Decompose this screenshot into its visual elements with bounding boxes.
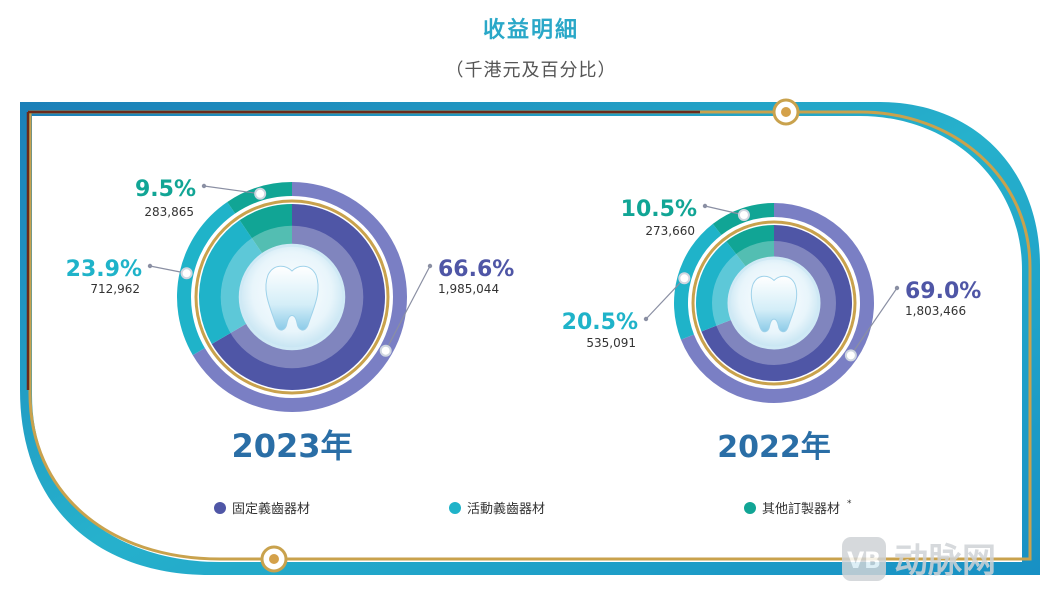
gold-ring-2022 bbox=[691, 220, 857, 386]
outer-ring-removable-2022 bbox=[674, 223, 722, 340]
slice-other-2022 bbox=[726, 225, 774, 267]
leader-end-fixed-2022 bbox=[894, 285, 900, 291]
legend-swatch-removable bbox=[449, 502, 461, 514]
percent-label-fixed-2023: 66.6% bbox=[438, 257, 514, 282]
tooth-icon-2022 bbox=[750, 275, 798, 333]
percent-label-removable-2023: 23.9% bbox=[66, 257, 142, 282]
leader-dot-removable-2023 bbox=[180, 267, 193, 280]
leader-line-other-2023 bbox=[203, 185, 261, 195]
leader-line-removable-2023 bbox=[149, 265, 187, 274]
decorative-frame bbox=[20, 98, 1040, 575]
donut-chart-2022: 69.0%1,803,466 20.5%535,091 10.5% 273,660 bbox=[562, 197, 981, 403]
percent-label-other-2022: 10.5% bbox=[621, 197, 697, 222]
leader-end-fixed-2023 bbox=[427, 263, 433, 269]
watermark-logo bbox=[842, 537, 886, 581]
year-label-2023: 2023年 bbox=[231, 427, 352, 465]
leader-end-other-2022 bbox=[702, 203, 708, 209]
frame-brown-line bbox=[26, 110, 700, 390]
legend-swatch-other bbox=[744, 502, 756, 514]
slice-removable-2023 bbox=[198, 220, 263, 344]
slice-fixed-2023 bbox=[211, 204, 385, 390]
legend-label-fixed: 固定義齒器材 bbox=[232, 501, 310, 517]
value-label-fixed-2023: 1,985,044 bbox=[438, 282, 499, 296]
percent-label-other-2023: 9.5% bbox=[135, 177, 196, 202]
leader-dot-other-2023 bbox=[254, 187, 267, 200]
leader-dot-other-2022 bbox=[737, 208, 750, 221]
legend-note-other: * bbox=[847, 499, 852, 509]
year-label-2022: 2022年 bbox=[717, 430, 831, 465]
legend-swatch-fixed bbox=[214, 502, 226, 514]
percent-label-fixed-2022: 69.0% bbox=[905, 279, 981, 304]
legend-item-other: 其他訂製器材 * bbox=[744, 499, 852, 517]
leader-line-removable-2022 bbox=[645, 277, 685, 320]
frame-ornament-top bbox=[772, 98, 800, 126]
legend-label-other: 其他訂製器材 bbox=[762, 501, 840, 517]
slice-other-2023 bbox=[239, 204, 292, 254]
slice-removable-2022 bbox=[696, 241, 746, 332]
leader-end-removable-2022 bbox=[643, 316, 649, 322]
value-label-removable-2023: 712,962 bbox=[90, 282, 140, 296]
leader-end-other-2023 bbox=[201, 183, 207, 189]
legend-label-removable: 活動義齒器材 bbox=[467, 501, 545, 517]
gold-ring-2023 bbox=[194, 199, 390, 395]
page-subtitle: （千港元及百分比） bbox=[445, 60, 617, 81]
watermark-text: 动脉网 bbox=[894, 541, 996, 581]
value-label-other-2023: 283,865 bbox=[144, 205, 194, 219]
watermark-logo-glyph: VB bbox=[847, 549, 881, 574]
leader-dot-removable-2022 bbox=[678, 272, 691, 285]
legend: 固定義齒器材 活動義齒器材 其他訂製器材 * bbox=[214, 499, 852, 517]
page-title: 收益明細 bbox=[482, 18, 579, 43]
frame-ornament-bottom bbox=[260, 545, 288, 573]
leader-dot-fixed-2022 bbox=[844, 349, 857, 362]
slice-fixed-2022 bbox=[701, 225, 852, 381]
value-label-fixed-2022: 1,803,466 bbox=[905, 304, 966, 318]
value-label-removable-2022: 535,091 bbox=[586, 336, 636, 350]
leader-line-fixed-2022 bbox=[850, 287, 898, 356]
value-label-other-2022: 273,660 bbox=[645, 224, 695, 238]
legend-item-removable: 活動義齒器材 bbox=[449, 501, 545, 517]
watermark: VB 动脉网 bbox=[842, 537, 996, 581]
leader-line-fixed-2023 bbox=[385, 265, 431, 351]
tooth-icon-2023 bbox=[265, 265, 319, 331]
leader-dot-fixed-2023 bbox=[379, 344, 392, 357]
outer-ring-removable-2023 bbox=[177, 201, 236, 356]
leader-end-removable-2023 bbox=[147, 263, 153, 269]
percent-label-removable-2022: 20.5% bbox=[562, 310, 638, 335]
legend-item-fixed: 固定義齒器材 bbox=[214, 501, 310, 517]
frame-gold-line bbox=[28, 110, 1032, 561]
donut-chart-2023: 66.6%1,985,044 23.9%712,962 9.5% 283,865 bbox=[66, 177, 514, 412]
leader-line-other-2022 bbox=[704, 205, 745, 216]
